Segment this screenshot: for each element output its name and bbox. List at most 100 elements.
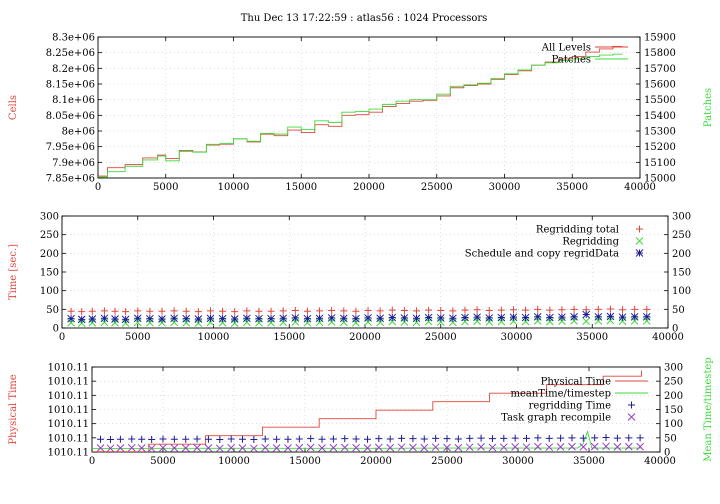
plot-frame <box>61 215 669 329</box>
data-point <box>255 307 263 315</box>
data-point <box>146 307 154 315</box>
data-point <box>116 435 124 443</box>
x-tick-label: 35000 <box>576 332 608 343</box>
data-point <box>78 308 86 316</box>
data-point <box>582 310 591 319</box>
x-tick-label: 30000 <box>489 182 521 193</box>
plot-area <box>92 370 644 452</box>
legend-label: Task graph recompile <box>501 413 611 424</box>
legend-label: Physical Time <box>541 377 611 388</box>
data-point <box>522 443 531 452</box>
data-point <box>386 443 395 452</box>
data-point <box>497 313 506 322</box>
y2-tick-label: 250 <box>664 377 683 388</box>
y-tick-label: 300 <box>40 212 59 223</box>
y2-tick-label: 15100 <box>644 158 676 169</box>
data-point <box>432 434 440 442</box>
data-point <box>386 435 394 443</box>
data-point <box>111 315 119 323</box>
data-point <box>631 305 639 313</box>
x-tick-label: 10000 <box>198 332 230 343</box>
legend-marker <box>628 401 635 409</box>
data-point <box>388 306 396 314</box>
data-point <box>170 435 178 443</box>
y2-tick-label: 300 <box>672 212 691 223</box>
data-point <box>340 307 348 315</box>
data-point <box>97 435 105 443</box>
x-tick-label: 20000 <box>353 182 385 193</box>
data-point <box>454 435 462 443</box>
data-point <box>522 306 530 314</box>
data-point <box>127 443 136 452</box>
legend: Physical TimemeanTime/timestepregridding… <box>501 377 648 424</box>
x-tick-label: 0 <box>59 332 65 343</box>
x-tick-label: 10000 <box>218 182 250 193</box>
data-point <box>206 314 215 323</box>
data-point <box>307 435 315 443</box>
data-point <box>437 306 445 314</box>
data-point <box>511 443 520 451</box>
data-point <box>215 444 224 452</box>
data-point <box>146 314 154 323</box>
data-point <box>352 443 360 452</box>
data-point <box>443 443 451 452</box>
y2-tick-label: 15300 <box>644 127 676 138</box>
y2-tick-label: 15600 <box>644 80 676 91</box>
data-point <box>376 307 384 315</box>
data-point <box>100 307 108 315</box>
y2-tick-label: 15500 <box>644 95 676 106</box>
data-point <box>67 314 75 323</box>
data-point <box>67 307 75 315</box>
data-point <box>466 434 474 442</box>
data-point <box>630 312 639 321</box>
data-point <box>77 315 86 324</box>
y2-tick-label: 50 <box>664 433 677 444</box>
data-point <box>318 435 326 443</box>
data-point <box>643 305 651 313</box>
data-point <box>148 436 156 444</box>
x-tick-label: 0 <box>95 182 101 193</box>
y2-tick-label: 15800 <box>644 48 676 59</box>
data-point <box>613 434 621 442</box>
data-point <box>230 315 239 323</box>
data-point <box>454 443 463 452</box>
y2-tick-label: 15000 <box>644 174 676 185</box>
data-point <box>443 435 451 443</box>
data-point <box>291 314 300 322</box>
data-point <box>509 306 517 314</box>
data-point <box>121 319 130 328</box>
data-point <box>364 306 372 314</box>
y2-tick-label: 200 <box>664 391 683 402</box>
x-tick-label: 10000 <box>218 456 250 467</box>
data-point <box>261 443 270 452</box>
series-task-graph-recompile <box>96 442 644 452</box>
data-point <box>534 305 542 313</box>
series-line <box>92 370 642 452</box>
y-tick-label: 7.9e+06 <box>52 158 95 169</box>
data-point <box>158 318 166 327</box>
x-tick-label: 30000 <box>502 456 534 467</box>
y-tick-label: 1010.11 <box>48 448 89 459</box>
y-tick-label: 0 <box>53 324 59 335</box>
y2-tick-label: 15700 <box>644 64 676 75</box>
data-point <box>420 443 429 452</box>
data-point <box>318 444 326 452</box>
data-point <box>602 434 610 442</box>
data-point <box>397 443 406 452</box>
y2-tick-label: 15400 <box>644 111 676 122</box>
series-regridding-time <box>97 434 644 444</box>
data-point <box>137 444 146 452</box>
data-point <box>329 443 338 452</box>
data-point <box>376 314 385 323</box>
data-point <box>602 442 610 451</box>
y-tick-label: 8.15e+06 <box>46 80 95 91</box>
data-point <box>363 444 372 452</box>
data-point <box>158 307 166 315</box>
y-tick-label: 8.05e+06 <box>46 111 95 122</box>
data-point <box>250 444 258 452</box>
data-point <box>533 312 542 321</box>
data-point <box>488 435 496 443</box>
x-tick-label: 30000 <box>501 332 533 343</box>
y-tick-label: 100 <box>40 286 59 297</box>
